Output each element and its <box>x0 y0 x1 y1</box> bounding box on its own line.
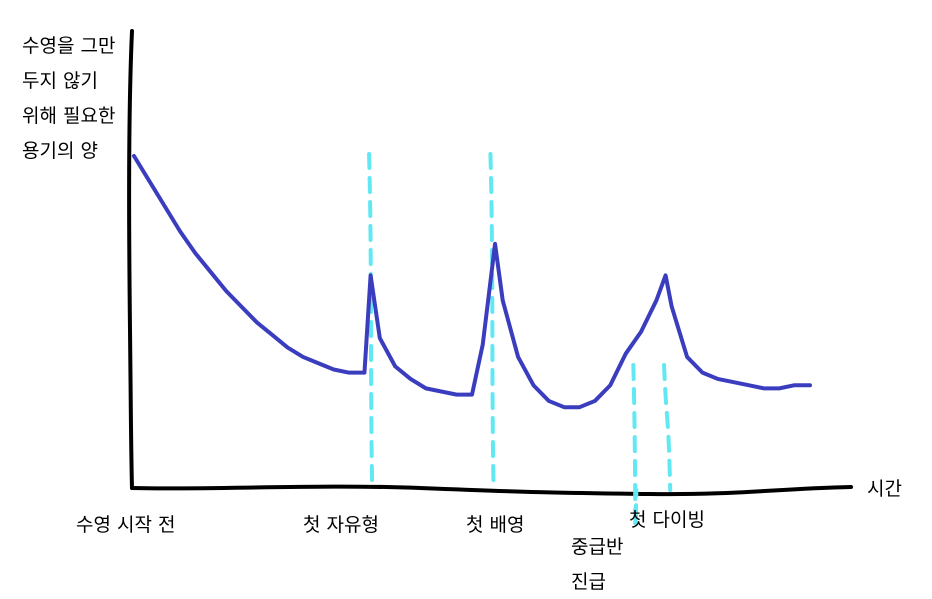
event-marker-line <box>631 363 639 529</box>
y-axis-label-line: 두지 않기 <box>22 70 98 92</box>
series-line <box>132 154 812 410</box>
event-label: 중급반 <box>571 536 623 558</box>
event-markers-group <box>367 152 673 529</box>
y-axis-label-line: 용기의 양 <box>22 140 98 162</box>
y-axis-label-line: 수영을 그만 <box>22 35 115 57</box>
series-group <box>132 154 812 410</box>
y-axis-label-line: 위해 필요한 <box>22 105 115 127</box>
event-marker-line <box>367 152 375 487</box>
event-marker-line <box>488 152 496 487</box>
event-label: 첫 다이빙 <box>629 509 705 531</box>
y-axis-line <box>127 29 134 490</box>
x-axis-label-group: 시간 <box>867 478 902 500</box>
event-label: 진급 <box>571 571 606 593</box>
event-label: 첫 배영 <box>466 514 524 536</box>
axes-group <box>127 29 853 497</box>
event-label: 첫 자유형 <box>303 514 379 536</box>
event-label: 수영 시작 전 <box>76 514 175 536</box>
x-axis-line <box>130 484 853 497</box>
event-marker-line <box>662 363 673 492</box>
x-axis-label: 시간 <box>867 478 902 500</box>
